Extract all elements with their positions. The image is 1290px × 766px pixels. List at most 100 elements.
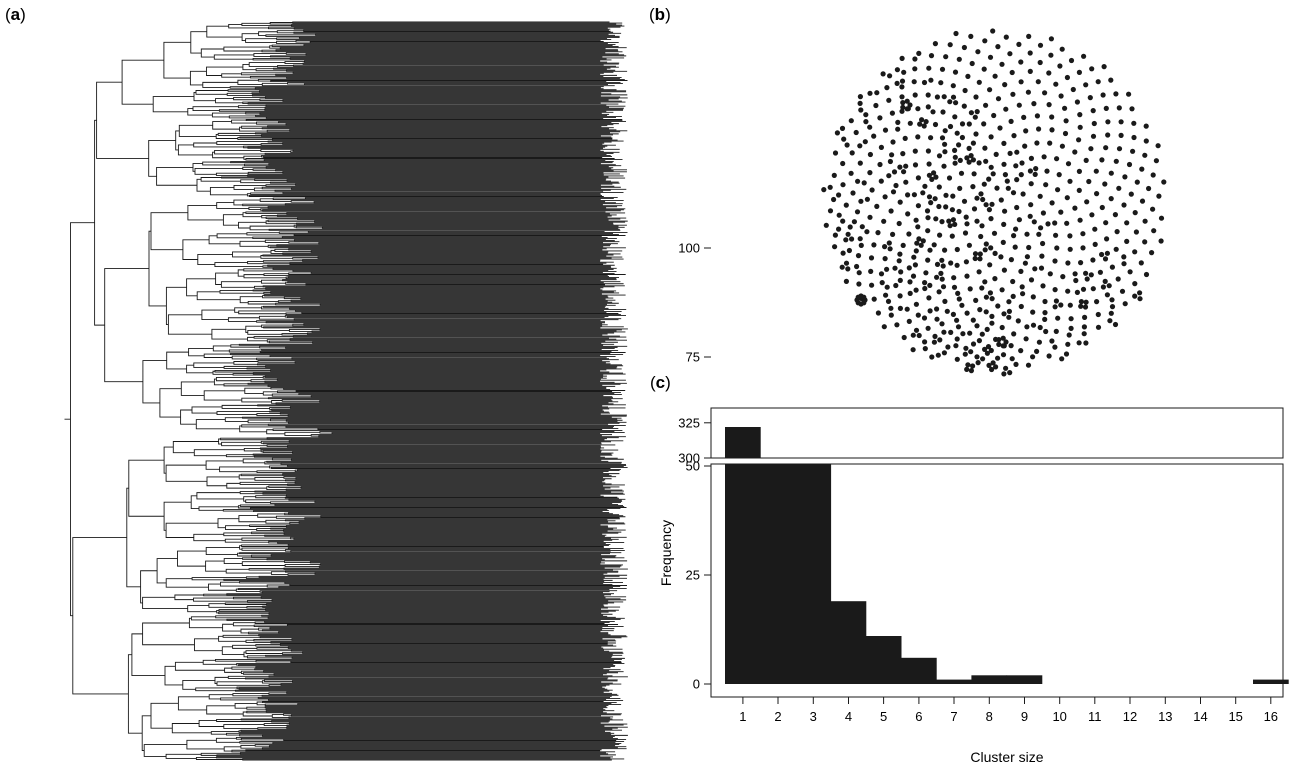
network-node	[1137, 290, 1143, 296]
network-node	[934, 306, 940, 312]
network-node	[878, 178, 884, 184]
cluster-network	[821, 28, 1167, 377]
network-node	[899, 94, 905, 100]
network-node	[993, 364, 999, 370]
network-node	[984, 350, 991, 356]
network-node	[964, 366, 970, 372]
network-node	[1056, 172, 1062, 178]
network-node	[1002, 82, 1008, 88]
network-node	[1072, 149, 1078, 155]
network-node	[882, 256, 888, 262]
network-node	[954, 246, 960, 253]
network-node	[1090, 108, 1096, 114]
network-node	[1161, 179, 1167, 185]
network-node	[1153, 158, 1159, 164]
network-node	[913, 327, 920, 333]
network-node	[915, 203, 922, 209]
network-node	[936, 289, 942, 295]
network-node	[954, 356, 960, 362]
network-node	[938, 270, 944, 276]
network-node	[899, 55, 905, 62]
network-node	[922, 280, 928, 286]
network-node	[1113, 246, 1119, 252]
network-node	[1087, 95, 1093, 101]
network-node	[1133, 229, 1139, 235]
network-node	[1003, 106, 1009, 112]
network-node	[939, 219, 945, 225]
network-node	[887, 158, 894, 165]
network-node	[893, 182, 899, 189]
network-node	[1116, 146, 1123, 152]
network-node	[867, 90, 873, 96]
network-node	[1132, 249, 1138, 255]
network-node	[983, 294, 990, 300]
network-node	[869, 282, 875, 288]
network-node	[941, 94, 947, 100]
network-node	[1074, 289, 1080, 295]
x-axis-label: Cluster size	[970, 749, 1043, 765]
network-node	[996, 337, 1002, 343]
network-node	[970, 184, 976, 190]
network-node	[1025, 362, 1032, 368]
network-node	[854, 209, 861, 215]
network-node	[1023, 336, 1029, 342]
network-node	[1022, 143, 1028, 149]
histogram-bar	[971, 675, 1008, 684]
network-node	[923, 270, 929, 276]
network-node	[1149, 250, 1155, 256]
network-node	[1076, 69, 1082, 75]
network-node	[947, 99, 953, 105]
network-node	[1134, 179, 1140, 185]
network-node	[1064, 74, 1070, 81]
network-node	[959, 302, 965, 308]
network-node	[896, 258, 902, 264]
network-node	[899, 78, 906, 84]
network-node	[952, 114, 958, 120]
network-node	[1097, 269, 1103, 275]
network-node	[916, 50, 922, 57]
network-node	[1089, 66, 1095, 72]
network-node	[933, 174, 939, 180]
network-node	[1043, 328, 1049, 335]
network-node	[904, 306, 910, 312]
network-node	[899, 84, 905, 90]
network-node	[927, 308, 933, 314]
network-node	[915, 224, 921, 230]
network-node	[1104, 292, 1110, 298]
network-node	[945, 344, 951, 350]
network-node	[922, 339, 928, 345]
network-node	[1035, 79, 1041, 85]
network-node	[1024, 254, 1030, 260]
network-node	[983, 309, 989, 315]
network-node	[922, 183, 928, 189]
network-node	[1003, 365, 1009, 371]
network-node	[1151, 228, 1157, 234]
network-node	[1082, 304, 1089, 310]
network-node	[878, 144, 885, 150]
network-node	[1058, 302, 1064, 308]
network-node	[937, 232, 943, 238]
network-node	[1030, 354, 1036, 360]
network-node	[941, 329, 947, 335]
network-node	[907, 120, 913, 126]
network-node	[940, 109, 946, 115]
network-node	[1004, 178, 1010, 184]
network-node	[1091, 120, 1097, 127]
network-node	[964, 273, 970, 279]
network-node	[1042, 90, 1048, 96]
network-node	[1137, 296, 1143, 302]
network-node	[848, 118, 854, 124]
network-node	[998, 197, 1004, 203]
network-node	[950, 193, 956, 199]
network-node	[1003, 339, 1009, 345]
network-node	[900, 242, 906, 248]
network-node	[871, 296, 877, 302]
network-node	[884, 85, 890, 91]
network-node	[1032, 171, 1038, 177]
network-node	[1047, 271, 1053, 277]
network-node	[956, 296, 962, 302]
network-node	[1011, 331, 1017, 337]
network-node	[878, 271, 885, 277]
x-tick-label: 1	[739, 709, 746, 724]
